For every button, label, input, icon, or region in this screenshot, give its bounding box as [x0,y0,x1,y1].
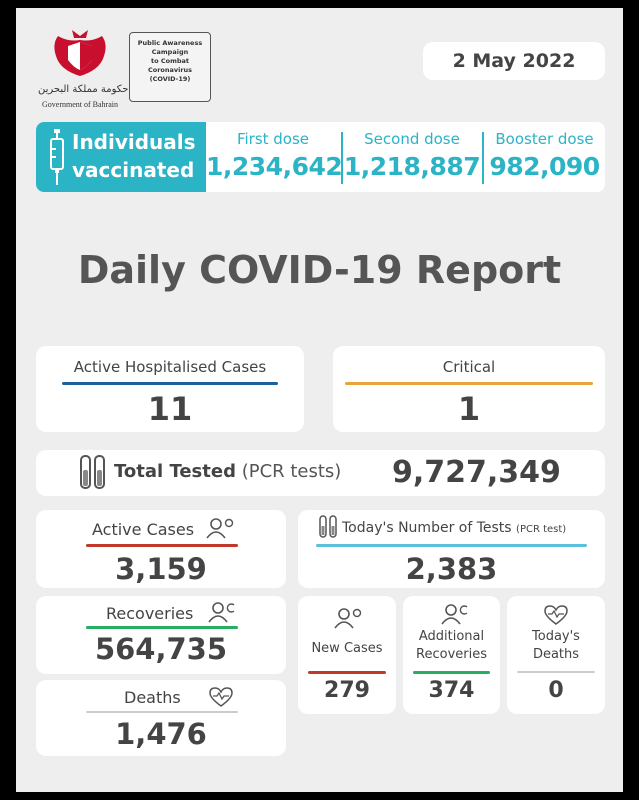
syringe-icon [50,129,64,185]
campaign-line: to Combat [151,57,189,65]
vaccinated-label-line1: Individuals [72,130,196,154]
divider [341,132,343,184]
todays-deaths-card: Today's Deaths 0 [507,596,605,714]
total-tested-label-main: Total Tested [114,461,236,482]
campaign-box: Public Awareness Campaign to Combat Coro… [129,32,211,102]
campaign-line: Public Awareness [137,39,203,47]
recoveries-label: Recoveries [106,604,194,623]
new-cases-underline [308,671,386,674]
first-dose-value: 1,234,642 [206,152,343,181]
additional-recoveries-card: Additional Recoveries 374 [403,596,500,714]
user-virus-icon [334,608,362,629]
additional-recoveries-label-line1: Additional [418,629,485,644]
todays-tests-underline [316,544,587,547]
new-cases-label: New Cases [311,641,383,656]
campaign-text: Public Awareness Campaign to Combat Coro… [130,39,210,84]
new-cases-value: 279 [324,678,370,703]
recoveries-value: 564,735 [94,632,228,666]
heart-pulse-icon [544,605,568,625]
logo-arabic-text: حكومة مملكة البحرين [38,84,129,95]
report-date: 2 May 2022 [452,50,576,72]
critical-value: 1 [457,390,481,428]
first-dose-block: First dose 1,234,642 [206,122,343,192]
additional-recoveries-underline [413,671,490,674]
second-dose-label: Second dose [364,130,460,148]
todays-deaths-value: 0 [548,678,564,703]
test-tubes-icon [319,515,337,538]
second-dose-value: 1,218,887 [343,152,481,181]
hospitalised-card: Active Hospitalised Cases 11 [36,346,304,432]
user-recovery-icon [441,604,468,625]
coat-of-arms-icon [54,30,106,76]
vaccinated-label-line2: vaccinated [72,158,195,182]
hospitalised-underline [62,382,278,385]
todays-tests-label: Today's Number of Tests (PCR test) [342,520,566,536]
critical-underline [345,382,593,385]
divider [482,132,484,184]
active-cases-label: Active Cases [92,520,195,539]
campaign-line: Campaign [151,48,189,56]
logo-caption: Government of Bahrain [42,100,118,109]
deaths-label: Deaths [124,688,181,707]
deaths-underline [86,711,238,713]
page-title: Daily COVID-19 Report [77,248,562,292]
booster-dose-value: 982,090 [489,152,600,181]
bahrain-logo: حكومة مملكة البحرين Government of Bahrai… [38,26,129,110]
total-tested-value: 9,727,349 [392,455,561,490]
deaths-value: 1,476 [115,717,207,751]
new-cases-card: New Cases 279 [298,596,396,714]
todays-tests-label-main: Today's Number of Tests [342,520,512,536]
active-cases-value: 3,159 [115,552,207,586]
total-tested-label-sub: (PCR tests) [241,461,342,482]
todays-tests-label-sub: (PCR test) [516,524,567,535]
additional-recoveries-label-line2: Recoveries [416,647,487,662]
active-cases-card: Active Cases 3,159 [36,510,286,588]
vaccination-banner: Individuals vaccinated First dose 1,234,… [36,122,605,192]
recoveries-underline [86,626,238,629]
additional-recoveries-value: 374 [428,678,475,703]
user-recovery-icon [208,602,235,623]
vaccinated-label-box: Individuals vaccinated [36,122,206,192]
second-dose-block: Second dose 1,218,887 [343,122,481,192]
todays-tests-card: Today's Number of Tests (PCR test) 2,383 [298,510,605,588]
user-virus-icon [206,518,234,539]
deaths-card: Deaths 1,476 [36,680,286,756]
campaign-line: (COVID-19) [149,75,191,83]
booster-dose-block: Booster dose 982,090 [484,122,605,192]
critical-card: Critical 1 [333,346,605,432]
booster-dose-label: Booster dose [495,130,594,148]
active-cases-underline [86,544,238,547]
todays-deaths-underline [517,671,595,673]
todays-deaths-label-line2: Deaths [532,647,580,662]
date-badge: 2 May 2022 [423,42,605,80]
heart-pulse-icon [209,687,233,707]
test-tubes-icon [80,455,105,489]
hospitalised-label: Active Hospitalised Cases [73,358,267,376]
hospitalised-value: 11 [147,390,193,428]
total-tested-label: Total Tested (PCR tests) [114,461,341,482]
total-tested-card: Total Tested (PCR tests) 9,727,349 [36,450,605,496]
todays-deaths-label-line1: Today's [532,629,580,644]
recoveries-card: Recoveries 564,735 [36,596,286,674]
todays-tests-value: 2,383 [405,552,498,586]
report-page: حكومة مملكة البحرين Government of Bahrai… [16,8,623,792]
campaign-line: Coronavirus [147,66,193,74]
first-dose-label: First dose [236,130,310,148]
critical-label: Critical [442,358,496,376]
